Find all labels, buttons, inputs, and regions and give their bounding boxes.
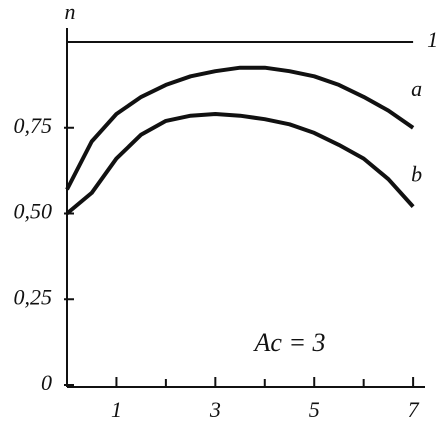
x-tick-label: 1 bbox=[111, 397, 122, 422]
y-tick-label: 0,75 bbox=[14, 113, 53, 138]
x-tick-label: 5 bbox=[309, 397, 320, 422]
series-label: 1 bbox=[427, 27, 438, 52]
series-line bbox=[65, 65, 415, 191]
y-axis-label: n bbox=[65, 0, 76, 24]
annotation: Ac = 3 bbox=[253, 328, 326, 357]
x-tick-label: 3 bbox=[209, 397, 221, 422]
y-tick-label: 0 bbox=[41, 370, 52, 395]
x-tick-label: 7 bbox=[408, 397, 420, 422]
series-label: b bbox=[411, 162, 422, 187]
series-line bbox=[65, 112, 415, 216]
y-tick-label: 0,25 bbox=[14, 284, 53, 309]
y-tick-label: 0,50 bbox=[14, 199, 53, 224]
series-label: a bbox=[411, 76, 422, 101]
